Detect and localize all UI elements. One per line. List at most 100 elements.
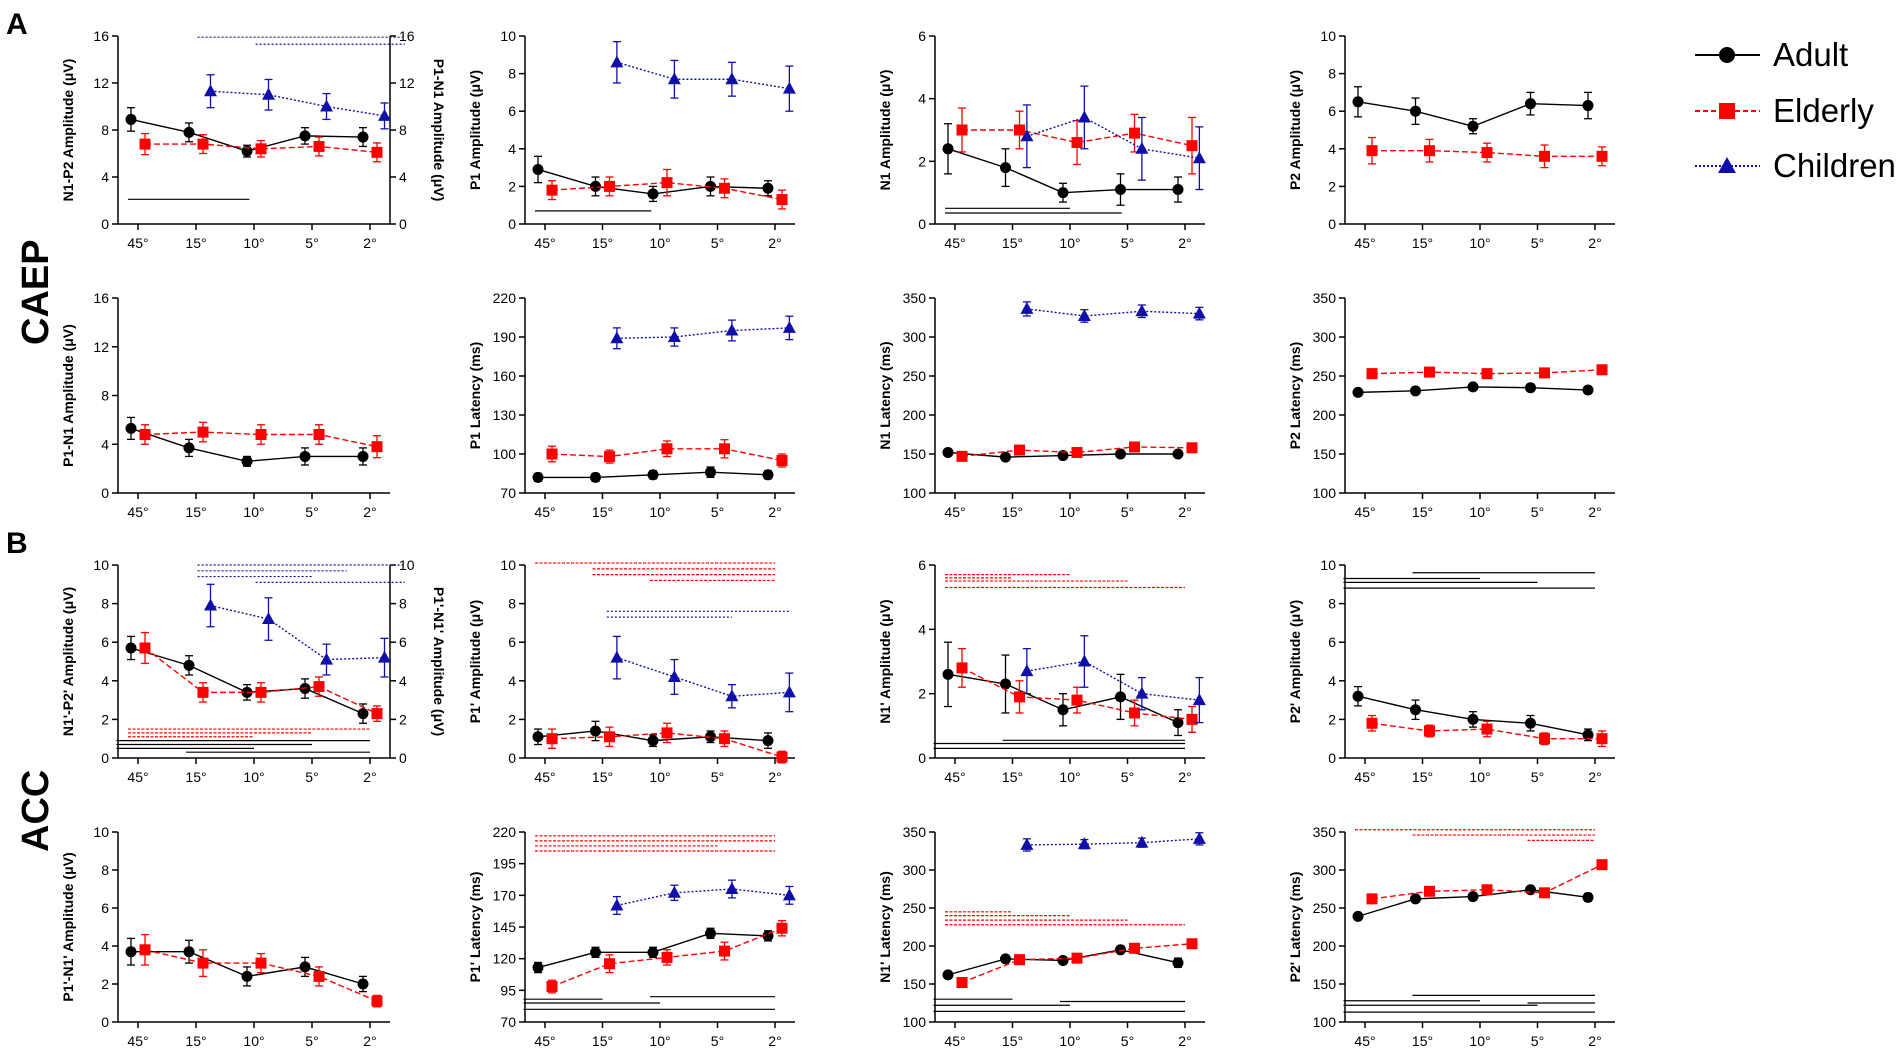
legend-item-adult: Adult	[1695, 36, 1848, 73]
y-tick-label: 0	[101, 485, 109, 501]
y-tick-label: 100	[493, 446, 517, 462]
y-tick-label: 150	[903, 446, 927, 462]
y-axis-label: P2 Amplitude (μV)	[1287, 70, 1303, 190]
series-children	[610, 879, 796, 915]
marker-elderly	[1366, 717, 1378, 729]
x-tick-label: 15°	[185, 1033, 206, 1049]
y-tick-label: 2	[1328, 178, 1336, 194]
marker-elderly	[661, 177, 673, 189]
y-tick-label: 300	[1313, 862, 1337, 878]
x-tick-label: 45°	[944, 235, 965, 251]
y-tick-label: 350	[1313, 824, 1337, 840]
y-tick-label: 100	[903, 485, 927, 501]
y-tick-label-right: 8	[399, 122, 407, 138]
x-tick-label: 15°	[185, 504, 206, 520]
marker-elderly	[1186, 442, 1198, 454]
y-tick-label: 145	[493, 919, 517, 935]
marker-adult	[1352, 386, 1364, 398]
marker-adult	[1000, 678, 1011, 690]
x-tick-label: 5°	[1531, 1033, 1544, 1049]
marker-elderly	[719, 733, 730, 745]
series-adult	[942, 944, 1184, 981]
marker-elderly	[1014, 444, 1025, 456]
x-tick-label: 2°	[768, 1033, 781, 1049]
marker-elderly	[719, 443, 730, 455]
marker-children	[262, 612, 275, 625]
series-elderly	[546, 168, 788, 210]
x-tick-label: 5°	[711, 235, 724, 251]
series-adult	[1352, 884, 1594, 922]
x-tick-label: 2°	[768, 235, 781, 251]
x-tick-label: 5°	[711, 769, 724, 785]
y-tick-label: 8	[101, 862, 109, 878]
marker-adult	[532, 962, 544, 974]
y-tick-label-right: 0	[399, 216, 407, 232]
y-tick-label: 300	[903, 862, 927, 878]
y-axis-label: P2' Latency (ms)	[1287, 872, 1303, 983]
y-tick-label: 8	[508, 66, 516, 82]
series-line-elderly	[1372, 149, 1602, 158]
series-line-children	[616, 327, 790, 339]
marker-children	[1135, 686, 1149, 699]
chart-b1: 0 2 4 6 8 10 N1'-P2' Amplitude (μV) 0 2 4 6 8 10 P1'-…	[60, 557, 447, 785]
y-tick-label: 2	[918, 686, 926, 702]
series-elderly	[956, 107, 1198, 175]
y-tick-label: 2	[101, 711, 109, 727]
marker-adult	[357, 450, 369, 462]
marker-children	[782, 81, 796, 94]
marker-elderly	[1014, 691, 1025, 703]
marker-elderly	[1596, 733, 1608, 745]
marker-children	[667, 885, 681, 898]
marker-elderly	[1129, 441, 1140, 453]
x-tick-label: 45°	[127, 769, 148, 785]
series-children	[1020, 301, 1206, 323]
chart-b2: 0 2 4 6 8 10 P1' Amplitude (μV) 45° 15° 10° 5° 2°	[467, 557, 796, 785]
x-tick-label: 15°	[592, 769, 613, 785]
y-tick-label: 4	[101, 673, 109, 689]
marker-adult	[1582, 100, 1594, 112]
marker-children	[1135, 304, 1149, 317]
marker-children	[1020, 664, 1034, 677]
y-tick-label: 4	[1328, 141, 1336, 157]
x-tick-label: 10°	[649, 235, 670, 251]
marker-children	[1020, 301, 1034, 314]
y-tick-label: 8	[101, 122, 109, 138]
chart-b7: 100 150 200 250 300 350 N1' Latency (ms) 45° 15°…	[877, 824, 1206, 1049]
y-tick-label: 10	[1320, 28, 1336, 44]
y-tick-label: 0	[1328, 750, 1336, 766]
marker-adult	[1525, 717, 1536, 729]
series-line-children	[1026, 660, 1200, 701]
marker-adult	[647, 735, 659, 747]
y-tick-label: 300	[903, 329, 927, 345]
marker-children	[1020, 129, 1034, 142]
series-elderly	[1366, 364, 1608, 380]
series-adult	[125, 635, 369, 724]
y-tick-label: 10	[93, 824, 109, 840]
marker-adult	[1467, 381, 1479, 393]
y-tick-label: 12	[93, 339, 109, 355]
marker-children	[667, 669, 681, 682]
marker-elderly	[776, 455, 788, 466]
marker-elderly	[661, 443, 673, 455]
y-tick-label: 150	[1313, 976, 1337, 992]
marker-adult	[762, 735, 774, 747]
marker-adult	[1352, 96, 1364, 108]
chart-a8: 100 150 200 250 300 350 P2 Latency (ms) 45° 15° 1…	[1287, 290, 1615, 520]
marker-adult	[357, 978, 369, 990]
charts: 0 4 8 12 16 N1-P2 Amplitude (μV) 0 4 8 12 16 P1-N1 …	[60, 28, 1615, 1049]
marker-elderly	[719, 182, 730, 194]
y-tick-label: 200	[903, 938, 927, 954]
y-tick-label: 0	[918, 216, 926, 232]
y-tick-label: 190	[493, 329, 517, 345]
y-tick-label: 6	[1328, 103, 1336, 119]
x-tick-label: 15°	[1412, 1033, 1433, 1049]
marker-elderly	[1366, 368, 1378, 380]
x-tick-label: 2°	[768, 504, 781, 520]
marker-children	[725, 323, 739, 336]
chart-a6: 70 100 130 160 190 220 P1 Latency (ms) 45° 15° 10…	[467, 290, 796, 520]
series-elderly	[956, 647, 1198, 733]
series-line-children	[1026, 308, 1200, 317]
y-tick-label-right: 4	[399, 673, 407, 689]
y-tick-label: 0	[101, 1014, 109, 1030]
marker-adult	[1057, 704, 1069, 716]
